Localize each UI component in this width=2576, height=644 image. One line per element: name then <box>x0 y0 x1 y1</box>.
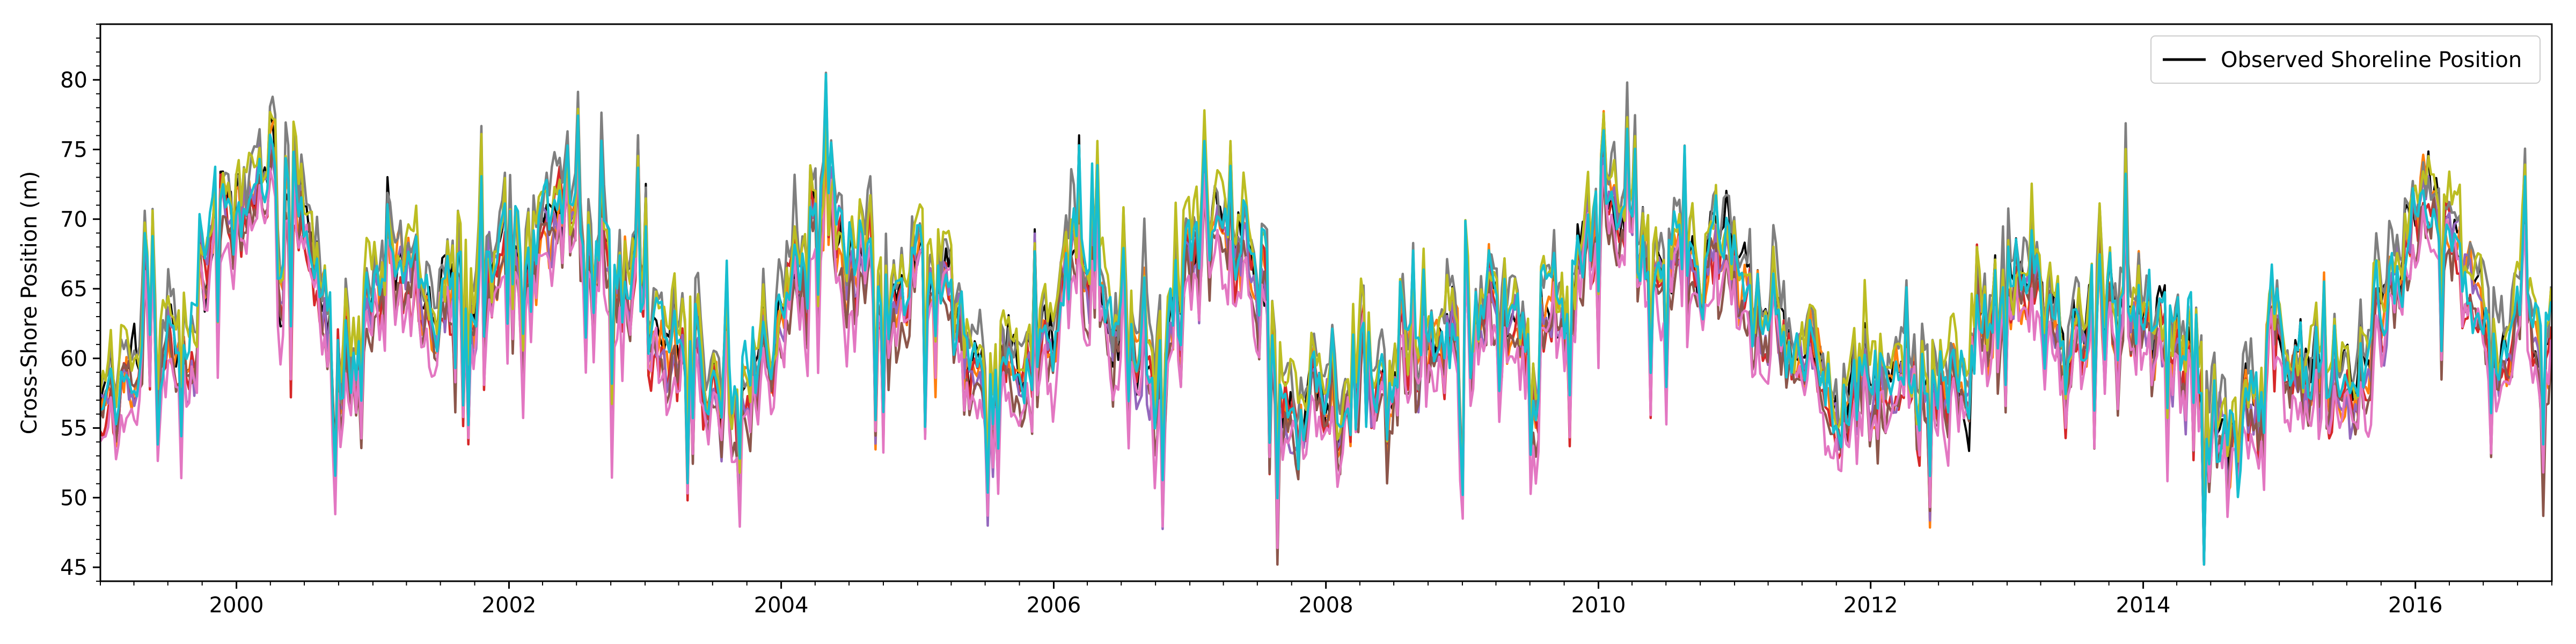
legend-entry-observed: Observed Shoreline Position <box>2221 48 2522 72</box>
y-tick-label: 70 <box>60 207 87 232</box>
series-line-9 <box>100 73 2552 566</box>
x-tick-label: 2006 <box>1027 593 1081 618</box>
x-tick-label: 2010 <box>1571 593 1626 618</box>
x-tick-label: 2016 <box>2388 593 2443 618</box>
x-axis: 2000 2002 2004 2006 2008 2010 2012 2014 2016 <box>100 581 2552 618</box>
y-axis-label: Cross-Shore Position (m) <box>17 171 42 435</box>
y-tick-label: 65 <box>60 277 87 302</box>
x-tick-label: 2002 <box>482 593 537 618</box>
y-tick-label: 50 <box>60 486 87 510</box>
x-tick-label: 2000 <box>209 593 264 618</box>
legend-box <box>2150 35 2541 84</box>
series-layer <box>100 71 2552 566</box>
y-tick-label: 80 <box>60 68 87 93</box>
y-tick-label: 55 <box>60 416 87 441</box>
x-tick-label: 2008 <box>1299 593 1353 618</box>
x-tick-label: 2014 <box>2116 593 2171 618</box>
y-tick-label: 45 <box>60 555 87 580</box>
y-tick-label: 60 <box>60 347 87 371</box>
y-tick-label: 75 <box>60 138 87 163</box>
x-tick-label: 2004 <box>754 593 809 618</box>
y-axis: 45 50 55 60 65 70 75 80 <box>60 24 100 582</box>
x-tick-label: 2012 <box>1843 593 1898 618</box>
legend: Observed Shoreline Position <box>2150 35 2541 84</box>
